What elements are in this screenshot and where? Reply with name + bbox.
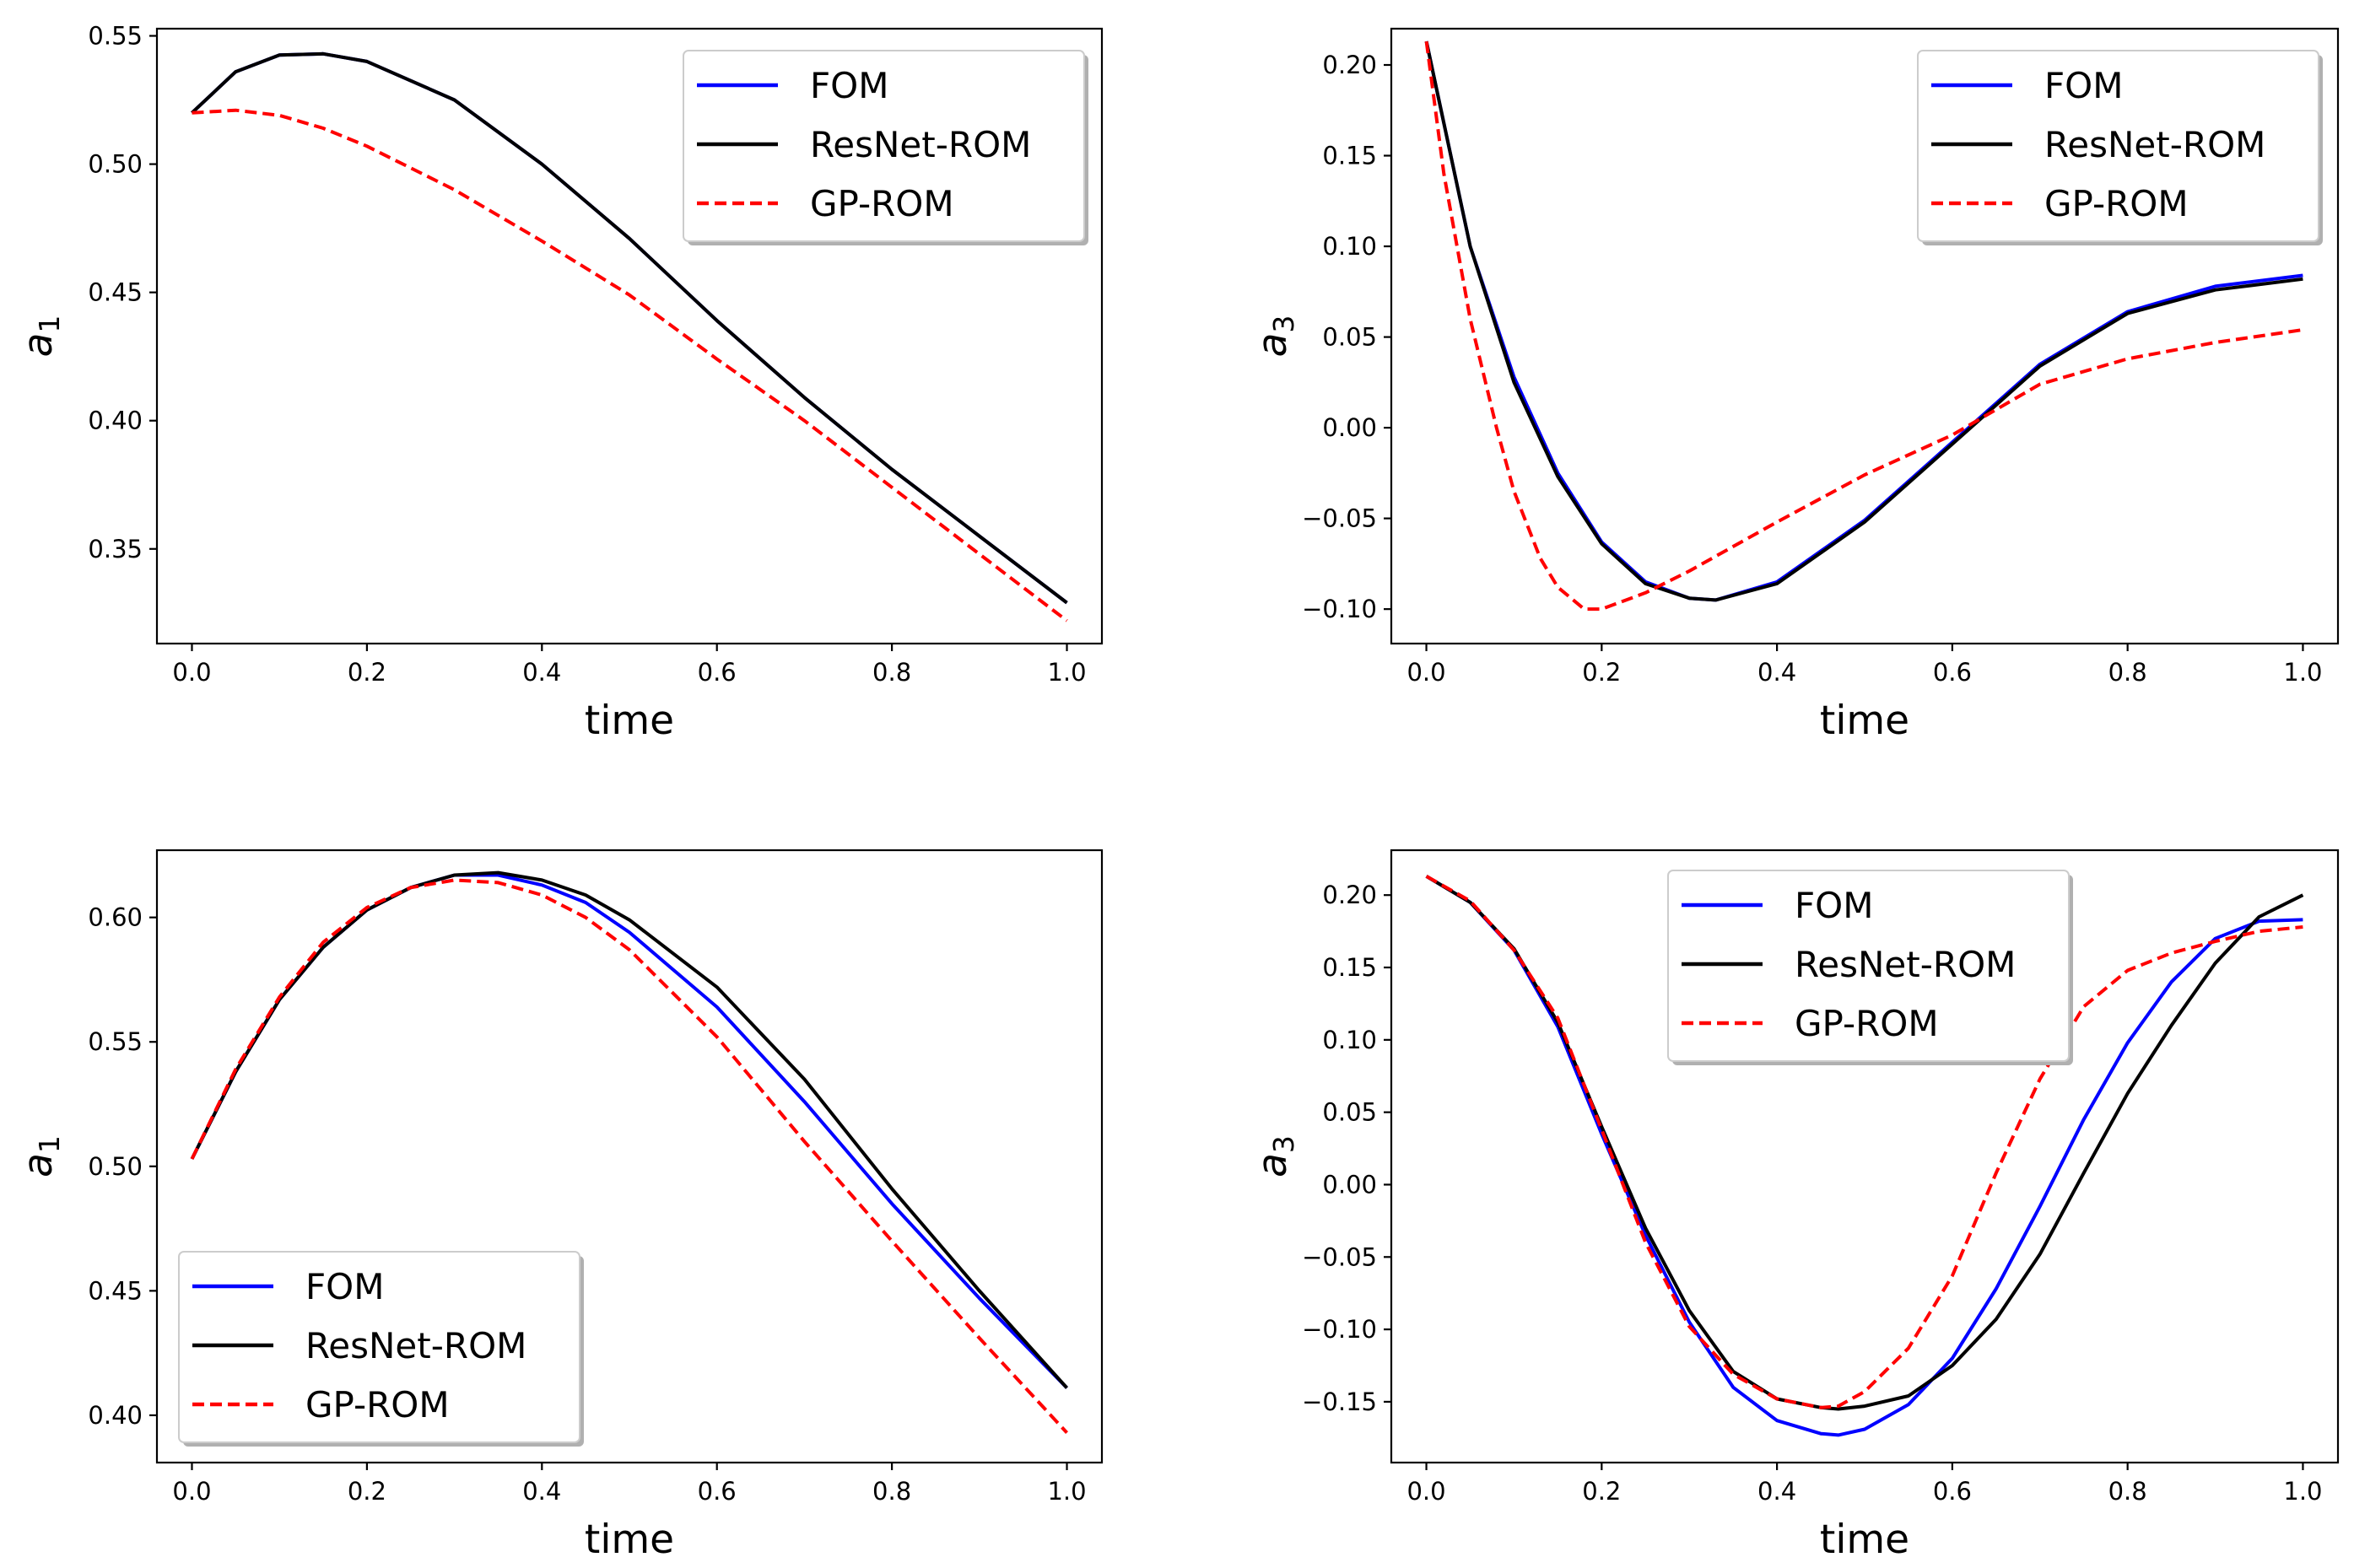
y-tick-label: 0.45 [88, 1276, 143, 1305]
x-tick-label: 0.6 [1933, 1477, 1972, 1506]
legend: FOM ResNet-ROM GP-ROM [178, 1251, 584, 1447]
y-tick-label: 0.55 [88, 1027, 143, 1056]
legend-box [1667, 870, 2070, 1062]
plot-frame [1390, 849, 2340, 1464]
chart-panel-3: 0.0 0.2 0.4 0.6 0.8 1.0 0.40 0.45 0.50 0.55 0.60 ti… [15, 849, 1104, 1563]
x-tick-label: 0.0 [172, 1477, 211, 1506]
plot-frame [155, 849, 1104, 1464]
y-tick-label: 0.15 [1322, 142, 1377, 170]
series-line-gp-rom [190, 878, 1068, 1434]
y-tick-label: 0.50 [88, 1152, 143, 1181]
legend-label-resnet-rom: ResNet-ROM [1795, 944, 2016, 985]
x-tick-label: 0.8 [872, 658, 911, 687]
y-tick-label: 0.40 [88, 1401, 143, 1430]
x-tick-label: 0.4 [522, 658, 561, 687]
y-tick-label: −0.05 [1302, 504, 1377, 533]
x-tick-label: 0.2 [348, 658, 386, 687]
x-tick-label: 0.0 [1406, 658, 1445, 687]
series-line-gp-rom [1425, 875, 2303, 1409]
x-tick-label: 0.0 [1406, 1477, 1445, 1506]
x-tick-label: 0.8 [872, 1477, 911, 1506]
x-tick-label: 1.0 [2283, 658, 2322, 687]
legend: FOM ResNet-ROM GP-ROM [1917, 50, 2323, 245]
series-line-fom [1425, 875, 2303, 1437]
y-tick-label: 0.00 [1322, 413, 1377, 442]
y-tick-label: −0.15 [1302, 1387, 1377, 1416]
x-tick-label: 0.6 [698, 1477, 737, 1506]
y-tick-label: 0.15 [1322, 953, 1377, 982]
y-tick-label: −0.10 [1302, 595, 1377, 623]
x-tick-label: 0.2 [1582, 658, 1621, 687]
y-axis-label: a3 [1250, 1135, 1300, 1177]
legend-label-resnet-rom: ResNet-ROM [810, 124, 1031, 165]
y-tick-label: 0.05 [1322, 323, 1377, 352]
chart-panel-2: 0.0 0.2 0.4 0.6 0.8 1.0 −0.10 −0.05 0.00 0.05 0.10… [1250, 27, 2340, 744]
y-tick-label: 0.45 [88, 278, 143, 307]
y-tick-label: 0.60 [88, 903, 143, 932]
x-tick-label: 0.8 [2108, 1477, 2147, 1506]
x-tick-label: 0.4 [522, 1477, 561, 1506]
x-axis-label: time [1820, 1517, 1909, 1563]
legend-label-resnet-rom: ResNet-ROM [305, 1325, 526, 1366]
legend-box [683, 50, 1085, 242]
legend: FOM ResNet-ROM GP-ROM [683, 50, 1088, 245]
legend-label-fom: FOM [1795, 885, 1873, 926]
y-tick-label: 0.20 [1322, 881, 1377, 909]
legend-label-gp-rom: GP-ROM [810, 183, 954, 224]
y-tick-label: 0.40 [88, 407, 143, 435]
y-tick-label: −0.05 [1302, 1242, 1377, 1271]
x-tick-label: 0.2 [348, 1477, 386, 1506]
chart-panel-4: 0.0 0.2 0.4 0.6 0.8 1.0 −0.15 −0.10 −0.05 0.00 0.0… [1250, 849, 2340, 1563]
y-tick-label: 0.05 [1322, 1098, 1377, 1127]
series-line-gp-rom [192, 108, 1068, 622]
legend: FOM ResNet-ROM GP-ROM [1667, 870, 2073, 1065]
x-tick-label: 0.4 [1757, 658, 1796, 687]
x-tick-label: 0.4 [1757, 1477, 1796, 1506]
legend-label-gp-rom: GP-ROM [305, 1384, 450, 1425]
x-tick-label: 1.0 [2283, 1477, 2322, 1506]
legend-box [1917, 50, 2319, 242]
y-axis-label: a1 [15, 315, 66, 358]
y-axis-label: a1 [15, 1135, 66, 1177]
x-tick-label: 0.6 [698, 658, 737, 687]
y-tick-label: 0.10 [1322, 1026, 1377, 1054]
legend-label-fom: FOM [810, 65, 888, 106]
y-axis-label: a3 [1250, 315, 1300, 358]
legend-label-fom: FOM [2044, 65, 2123, 106]
chart-panel-1: 0.0 0.2 0.4 0.6 0.8 1.0 0.35 0.40 0.45 0.50 0.55 ti… [15, 22, 1104, 744]
y-tick-label: 0.20 [1322, 51, 1377, 79]
x-tick-label: 0.6 [1933, 658, 1972, 687]
x-tick-label: 0.0 [172, 658, 211, 687]
y-tick-label: 0.00 [1322, 1170, 1377, 1199]
y-tick-label: 0.50 [88, 150, 143, 179]
x-axis-label: time [585, 1517, 674, 1563]
series-line-gp-rom [1424, 40, 2303, 612]
x-tick-label: 0.8 [2108, 658, 2147, 687]
x-tick-label: 0.2 [1582, 1477, 1621, 1506]
x-axis-label: time [585, 698, 674, 744]
legend-label-gp-rom: GP-ROM [2044, 183, 2189, 224]
y-tick-label: 0.35 [88, 535, 143, 563]
x-tick-label: 1.0 [1047, 658, 1086, 687]
x-axis-label: time [1820, 698, 1909, 744]
legend-label-gp-rom: GP-ROM [1795, 1003, 1939, 1044]
series-line-resnet-rom [191, 51, 1068, 605]
y-tick-label: 0.10 [1322, 232, 1377, 261]
legend-label-resnet-rom: ResNet-ROM [2044, 124, 2265, 165]
legend-box [178, 1251, 580, 1443]
y-tick-label: 0.55 [88, 22, 143, 51]
series-line-resnet-rom [1424, 40, 2303, 602]
series-line-resnet-rom [190, 870, 1068, 1389]
y-tick-label: −0.10 [1302, 1315, 1377, 1344]
legend-label-fom: FOM [305, 1266, 384, 1307]
plot-frame [155, 27, 1104, 645]
x-tick-label: 1.0 [1047, 1477, 1086, 1506]
